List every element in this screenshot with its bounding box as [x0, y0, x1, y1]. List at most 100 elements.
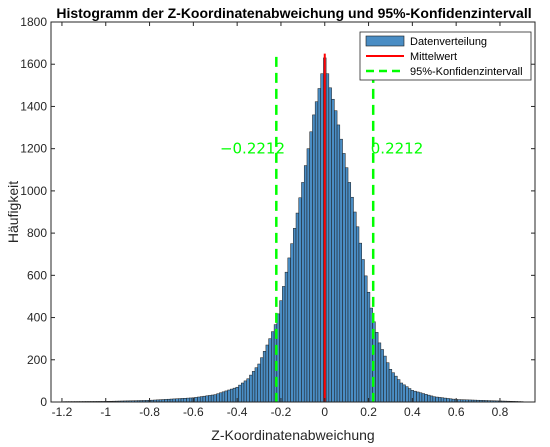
histogram-bar: [399, 382, 404, 403]
histogram-bar: [355, 226, 360, 403]
x-tick-label: -0.8: [139, 405, 160, 419]
plot-frame: [50, 21, 536, 403]
y-tick-label: 1400: [20, 99, 47, 113]
histogram-bar: [243, 380, 247, 403]
histogram-bar: [402, 384, 406, 403]
x-axis-label: Z-Koordinatenabweichung: [211, 427, 374, 443]
histogram-bar: [208, 395, 212, 403]
y-tick-label: 1000: [20, 184, 47, 198]
histogram-bar: [271, 331, 275, 403]
x-tick-label: -0.4: [227, 405, 248, 419]
histogram-bar: [421, 393, 425, 403]
histogram-bar: [336, 124, 341, 403]
histogram-bar: [199, 396, 204, 403]
y-tick-label: 200: [27, 353, 47, 367]
x-tick-label: -0.6: [183, 405, 204, 419]
reference-lines: [275, 53, 375, 402]
histogram-bar: [339, 138, 343, 403]
histogram-bar: [219, 392, 223, 403]
confidence-bound-label: −0.2212: [220, 140, 285, 158]
confidence-bound-label: 0.2212: [371, 140, 424, 158]
histogram-bar: [317, 88, 321, 403]
x-tick-label: 0.6: [448, 405, 465, 419]
histogram-bar: [306, 148, 310, 403]
histogram-bar: [435, 396, 439, 403]
histogram-bar: [427, 394, 431, 403]
y-axis-label: Häufigkeit: [5, 181, 21, 243]
histogram-bar: [345, 167, 349, 403]
histogram-bar: [353, 211, 357, 403]
x-tick-label: 0: [321, 405, 328, 419]
histogram-bar: [320, 73, 324, 403]
histogram-bar: [380, 349, 384, 403]
histogram-bar: [416, 391, 420, 403]
histogram-bar: [331, 98, 335, 403]
histogram-bar: [366, 291, 371, 403]
histogram-bar: [383, 355, 387, 403]
histogram-bar: [394, 375, 398, 403]
y-tick-label: 800: [27, 226, 47, 240]
histogram-bar: [183, 398, 187, 403]
legend-label: 95%-Konfidenzintervall: [410, 66, 523, 78]
histogram-bar: [364, 275, 368, 403]
chart-title: Histogramm der Z-Koordinatenabweichung u…: [56, 5, 531, 21]
histogram-bar: [205, 395, 209, 403]
histogram-bar: [418, 392, 423, 403]
histogram-bar: [238, 384, 242, 403]
histogram-bar: [312, 114, 316, 403]
histogram-bar: [391, 372, 395, 403]
histogram-bar: [202, 395, 206, 403]
histogram-bar: [210, 394, 215, 403]
histogram-bar: [216, 393, 220, 403]
histogram-bar: [361, 259, 365, 403]
annotations: −0.2212 0.2212: [220, 140, 423, 158]
histogram-bar: [246, 378, 250, 403]
histogram-bar: [377, 342, 382, 403]
histogram-bar: [290, 243, 294, 403]
histogram-bar: [189, 397, 193, 403]
histogram-bar: [325, 73, 330, 403]
histogram-bar: [358, 242, 362, 403]
x-tick-label: 0.4: [404, 405, 421, 419]
histogram-bar: [388, 369, 393, 403]
histogram-bar: [287, 257, 291, 403]
x-tick-label: -1: [100, 405, 111, 419]
histogram-bar: [301, 182, 305, 403]
histogram-bar: [213, 394, 217, 403]
histogram-bar: [260, 357, 264, 403]
histogram-bar: [282, 286, 286, 403]
histogram-bar: [230, 388, 234, 403]
histogram-bar: [397, 379, 401, 403]
histogram-bar: [262, 351, 267, 403]
y-tick-label: 600: [27, 268, 47, 282]
histogram-bar: [438, 397, 442, 403]
legend-swatch: [365, 35, 405, 47]
histogram-bar: [440, 397, 445, 403]
histogram-bar: [405, 386, 409, 403]
histogram-bar: [232, 387, 237, 403]
histogram-bar: [424, 394, 428, 403]
histogram-bar: [303, 165, 308, 403]
legend-label: Datenverteilung: [410, 36, 487, 48]
histogram-bar: [432, 396, 436, 403]
x-tick-label: 0.2: [360, 405, 377, 419]
x-axis-ticks: -1.2 -1 -0.8 -0.6 -0.4 -0.2 0 0.2 0.4 0.6 0.8: [52, 22, 509, 419]
histogram-bar: [309, 131, 313, 403]
histogram-bar: [446, 398, 450, 403]
histogram-bar: [254, 367, 258, 403]
histogram-bar: [268, 338, 272, 403]
histogram-bar: [265, 344, 269, 403]
histogram-bar: [295, 212, 300, 403]
histogram-bar: [251, 371, 256, 403]
x-tick-label: -0.2: [271, 405, 292, 419]
histogram-bar: [408, 388, 412, 403]
histogram-bar: [347, 182, 352, 403]
histogram-bar: [293, 228, 297, 403]
y-tick-label: 1200: [20, 142, 47, 156]
histogram-bar: [334, 110, 338, 403]
histogram-bar: [257, 363, 261, 403]
y-tick-label: 1600: [20, 57, 47, 71]
histogram-bar: [298, 197, 302, 403]
histogram-bar: [314, 101, 319, 403]
